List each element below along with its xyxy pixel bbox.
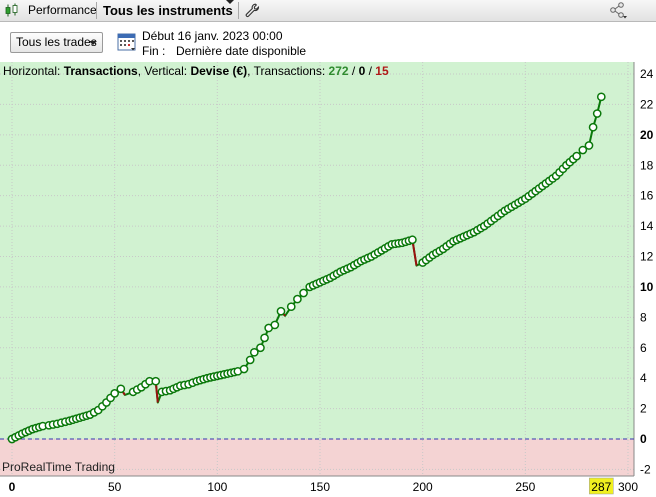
y-tick-label: 8 <box>640 310 647 324</box>
y-tick-label: 20 <box>640 128 654 142</box>
trade-point <box>592 109 602 118</box>
share-icon[interactable] <box>608 0 628 21</box>
trade-point <box>578 145 588 155</box>
y-tick-label: 14 <box>640 219 654 233</box>
end-date-label: Fin : <box>142 44 166 58</box>
x-tick-label: 50 <box>108 480 122 494</box>
y-tick-label: 6 <box>640 341 647 355</box>
y-tick-label: -2 <box>640 462 651 476</box>
transactions-label: , Transactions: <box>247 64 326 78</box>
chevron-down-icon[interactable] <box>226 0 234 21</box>
start-date-value[interactable]: 16 janv. 2023 00:00 <box>178 29 283 43</box>
trades-filter-select[interactable]: Tous les trades <box>10 32 103 53</box>
trade-point <box>245 355 255 365</box>
loss-segment <box>411 239 418 266</box>
candlestick-icon <box>5 3 18 17</box>
performance-tab[interactable]: Performance <box>28 3 97 17</box>
trade-point <box>299 288 308 298</box>
last-x-label: 287 <box>591 480 611 494</box>
trade-point <box>116 384 126 394</box>
x-tick-label: 0 <box>9 480 16 494</box>
trade-point <box>270 320 280 330</box>
positive-area <box>0 62 634 439</box>
separator: / <box>348 64 359 78</box>
separator: / <box>365 64 376 78</box>
y-tick-label: 12 <box>640 250 654 264</box>
x-tick-label: 100 <box>207 480 227 494</box>
y-tick-label: 24 <box>640 67 654 81</box>
toolbar-divider <box>238 2 239 19</box>
trade-point <box>260 333 269 343</box>
trades-filter-value: Tous les trades <box>16 35 97 49</box>
chart-legend: Horizontal: Transactions, Vertical: Devi… <box>3 64 389 78</box>
x-tick-label: 300 <box>618 480 638 494</box>
y-tick-label: 16 <box>640 189 654 203</box>
trade-point <box>256 343 265 353</box>
instruments-dropdown[interactable]: Tous les instruments <box>103 3 233 18</box>
trade-point <box>408 235 417 245</box>
winning-trades-count: 272 <box>328 64 349 78</box>
trade-point <box>286 302 296 312</box>
start-date-label: Début : <box>142 29 181 43</box>
trade-point <box>276 306 286 316</box>
top-toolbar: Performance Tous les instruments <box>0 0 656 22</box>
toolbar-divider <box>96 2 97 19</box>
chevron-down-icon <box>89 41 97 45</box>
x-tick-label: 200 <box>413 480 433 494</box>
neutral-trades-count: 0 <box>358 64 366 78</box>
wrench-icon[interactable] <box>245 0 260 21</box>
x-tick-label: 150 <box>310 480 330 494</box>
trade-point <box>110 389 120 398</box>
vertical-label: , Vertical: <box>137 64 188 78</box>
trade-point <box>588 122 598 132</box>
losing-trades-count: 15 <box>375 64 389 78</box>
trade-point <box>151 376 161 386</box>
calendar-icon[interactable] <box>117 32 137 52</box>
y-tick-label: 22 <box>640 97 654 111</box>
y-tick-label: 0 <box>640 432 647 446</box>
y-tick-label: 2 <box>640 402 647 416</box>
last-x-badge <box>589 477 614 495</box>
y-tick-label: 10 <box>640 280 654 294</box>
trade-point <box>572 151 582 161</box>
vertical-value: Devise (€) <box>190 64 248 78</box>
trade-point <box>584 141 594 150</box>
trade-point <box>239 364 249 374</box>
brand-label: ProRealTime Trading <box>2 460 115 474</box>
trade-point <box>596 92 606 102</box>
end-date-value[interactable]: Dernière date disponible <box>176 44 307 58</box>
trade-point <box>249 347 259 357</box>
y-tick-label: 18 <box>640 158 654 172</box>
x-tick-label: 250 <box>515 480 535 494</box>
horizontal-value: Transactions <box>63 64 138 78</box>
y-tick-label: 4 <box>640 371 647 385</box>
trade-point <box>293 294 302 304</box>
horizontal-label: Horizontal: <box>3 64 61 78</box>
equity-curve-chart[interactable]: -2 0 2 4 6 8 10 12 14 16 18 20 22 24 0 50 100 150 200 250 30… <box>0 62 656 497</box>
